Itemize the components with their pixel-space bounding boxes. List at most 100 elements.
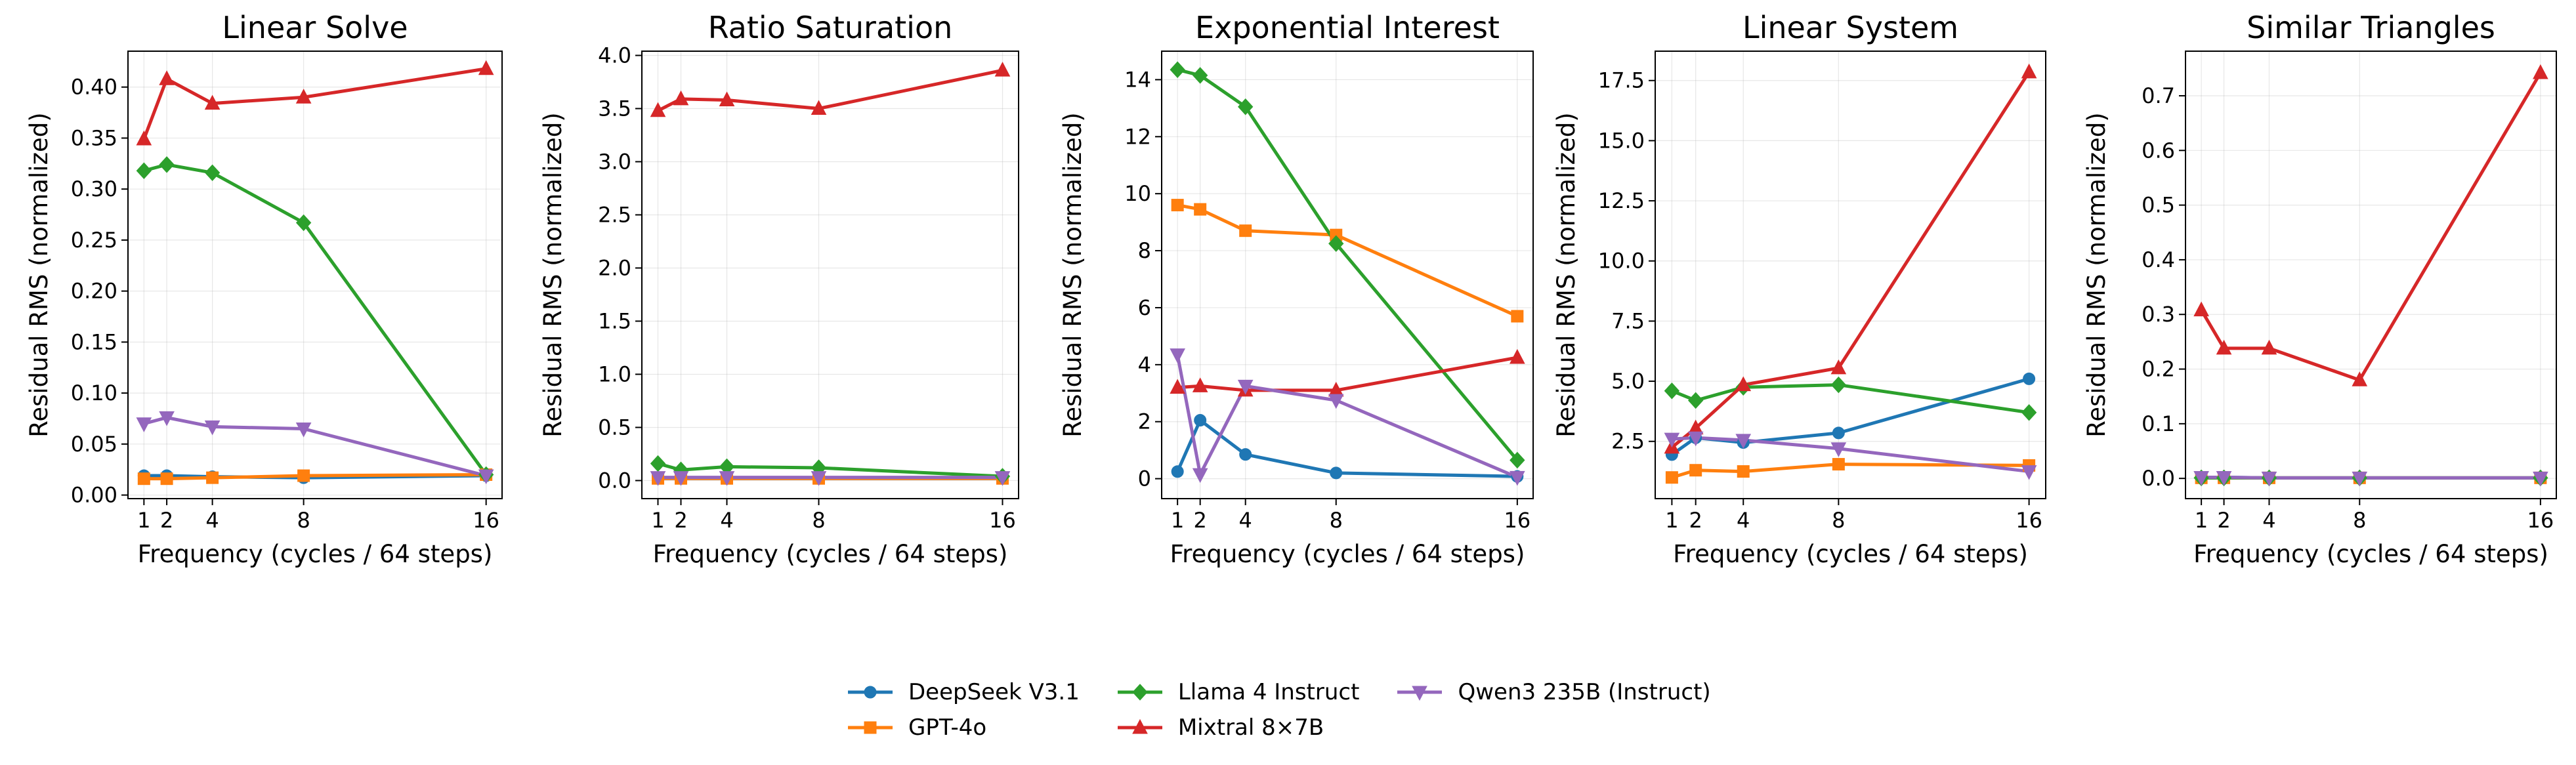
x-tick-label: 8 <box>1330 508 1343 533</box>
chart-panel-2: 1 2 4 8 16 0.0 0.5 1.0 1.5 2.0 2.5 3.0 3.5 4.0 Ratio S… <box>539 10 1019 568</box>
data-point <box>1664 432 1680 448</box>
x-tick-label: 4 <box>2262 508 2275 533</box>
x-tick-label: 2 <box>2217 508 2230 533</box>
data-point <box>2352 371 2368 386</box>
x-tick-label: 16 <box>1504 508 1531 533</box>
x-tick-label: 16 <box>2527 508 2554 533</box>
plot-frame <box>2185 51 2557 499</box>
data-point <box>1239 448 1252 461</box>
data-point <box>719 471 735 486</box>
y-tick-label: 2.5 <box>1611 429 1645 454</box>
legend-marker <box>1132 684 1148 701</box>
data-point <box>204 94 221 110</box>
x-tick-label: 8 <box>812 508 825 533</box>
x-tick-label: 1 <box>1171 508 1184 533</box>
legend-item: DeepSeek V3.1 <box>847 678 1080 707</box>
chart-title: Linear System <box>1742 10 1958 45</box>
plot-frame <box>1161 51 1534 499</box>
y-axis-label: Residual RMS (normalized) <box>2082 112 2111 437</box>
y-tick-label: 2.0 <box>598 255 631 280</box>
y-tick-label: 0.2 <box>2142 357 2175 382</box>
y-axis-label: Residual RMS (normalized) <box>1059 112 1087 437</box>
data-point <box>478 60 494 75</box>
chart-panel-4: 1 2 4 8 16 2.5 5.0 7.5 10.0 12.5 15.0 17.5 Linear Sy… <box>1552 10 2046 568</box>
data-point <box>1687 431 1704 447</box>
data-point <box>2216 339 2232 355</box>
y-tick-label: 14 <box>1124 67 1151 92</box>
data-point <box>1511 310 1524 323</box>
chart-title: Exponential Interest <box>1195 10 1500 45</box>
data-point <box>295 423 312 438</box>
x-tick-label: 1 <box>1665 508 1678 533</box>
y-tick-label: 0.0 <box>2142 466 2175 491</box>
data-point <box>136 417 152 432</box>
x-tick-label: 4 <box>1239 508 1252 533</box>
plot-frame <box>1655 51 2046 499</box>
y-tick-label: 0.4 <box>2142 247 2175 272</box>
data-point <box>2193 471 2209 486</box>
data-point <box>1192 468 1208 484</box>
data-point <box>160 472 173 486</box>
legend-swatch <box>1397 686 1443 701</box>
x-tick-label: 4 <box>1737 508 1750 533</box>
y-tick-label: 0.7 <box>2142 83 2175 108</box>
data-point <box>1665 471 1678 484</box>
data-point <box>1832 458 1845 471</box>
legend-marker <box>1132 718 1148 734</box>
y-tick-label: 4.0 <box>598 43 631 68</box>
data-point <box>2533 64 2548 79</box>
data-point <box>2261 339 2277 355</box>
data-point <box>1832 426 1845 440</box>
legend: DeepSeek V3.1 Llama 4 Instruct Qwen3 235B … <box>847 678 1739 742</box>
data-point <box>1194 414 1207 427</box>
x-tick-label: 8 <box>1832 508 1845 533</box>
data-point <box>2021 403 2037 421</box>
y-tick-label: 0.10 <box>71 381 117 405</box>
data-point <box>1664 382 1680 400</box>
y-tick-label: 7.5 <box>1611 308 1645 333</box>
legend-marker <box>864 721 877 734</box>
data-point <box>136 130 152 146</box>
y-tick-label: 12 <box>1124 124 1151 149</box>
data-point <box>2533 471 2548 487</box>
series-line-diamond <box>1177 68 1519 461</box>
y-tick-label: 1.5 <box>598 308 631 333</box>
data-point <box>1830 442 1847 457</box>
series-line-triangle-up <box>657 68 1003 112</box>
y-tick-label: 4 <box>1138 352 1151 377</box>
x-tick-label: 16 <box>2016 508 2042 533</box>
y-tick-label: 0.0 <box>598 468 631 493</box>
x-tick-label: 1 <box>137 508 150 533</box>
data-point <box>1239 224 1252 238</box>
legend-label: DeepSeek V3.1 <box>908 679 1080 705</box>
data-point <box>1687 392 1704 409</box>
y-tick-label: 0 <box>1138 466 1151 491</box>
y-tick-label: 0.6 <box>2142 138 2175 163</box>
y-tick-label: 10.0 <box>1598 249 1645 274</box>
data-point <box>1689 464 1702 477</box>
chart-panel-1: 1 2 4 8 16 0.00 0.05 0.10 0.15 0.20 0.25 0.30 0.35 0.… <box>25 10 503 568</box>
y-axis-label: Residual RMS (normalized) <box>1552 112 1580 437</box>
data-point <box>811 471 827 486</box>
y-tick-label: 1.0 <box>598 362 631 386</box>
legend-swatch <box>848 721 893 734</box>
data-point <box>206 471 219 484</box>
data-point <box>994 62 1011 77</box>
data-point <box>650 471 666 486</box>
series-line-triangle-up <box>1177 356 1518 392</box>
x-tick-label: 8 <box>2353 508 2366 533</box>
data-point <box>2021 63 2037 79</box>
data-point <box>137 472 150 486</box>
y-tick-label: 0.00 <box>71 483 117 508</box>
data-point <box>1170 61 1185 78</box>
data-point <box>1735 434 1752 449</box>
x-axis-label: Frequency (cycles / 64 steps) <box>1170 540 1525 568</box>
plot-frame <box>641 51 1019 499</box>
data-point <box>1737 465 1750 478</box>
data-point <box>1830 376 1847 394</box>
y-tick-label: 10 <box>1124 181 1151 206</box>
data-point <box>1192 67 1208 84</box>
data-point <box>159 70 175 85</box>
x-axis-label: Frequency (cycles / 64 steps) <box>1673 540 2028 568</box>
